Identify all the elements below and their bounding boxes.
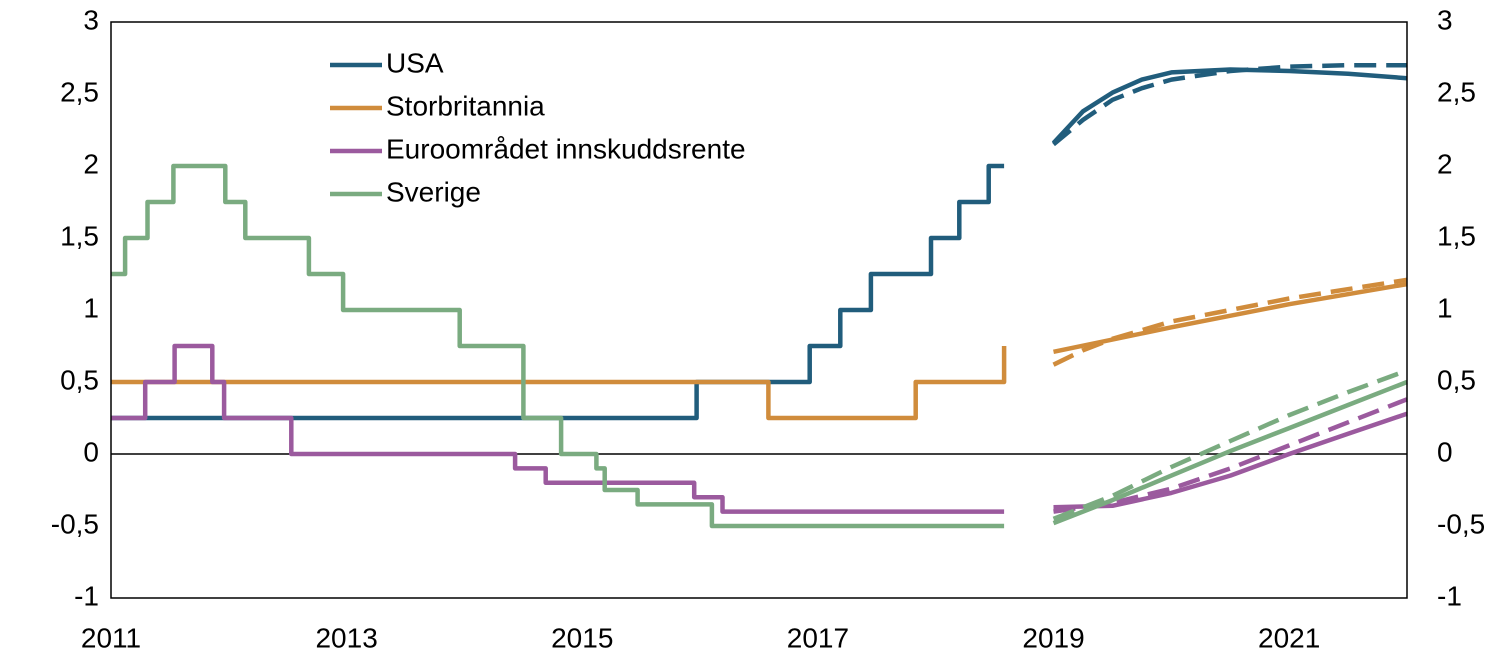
line [111,343,1005,514]
dashed-line [1052,277,1408,367]
y2-tick-label: 2,5 [1437,76,1476,107]
line [1052,379,1408,526]
line [111,346,1007,421]
y-tick-label: 3 [83,4,99,35]
legend-label: USA [386,47,444,78]
y-tick-label: 2,5 [60,76,99,107]
y2-tick-label: -0,5 [1437,508,1485,539]
y2-tick-label: 1 [1437,292,1453,323]
dashed-line [1052,62,1407,147]
x-tick-label: 2011 [81,622,141,653]
y-tick-label: 1,5 [60,220,99,251]
y2-tick-label: 3 [1437,4,1453,35]
x-tick-label: 2017 [787,622,849,653]
y2-tick-label: 1,5 [1437,220,1476,251]
y-tick-label: 0,5 [60,364,99,395]
dashed-line [1052,368,1408,521]
y2-tick-label: 0 [1437,436,1453,467]
legend-label: Euroområdet innskuddsrente [386,133,746,164]
dashed-line [1053,397,1408,514]
legend-label: Sverige [386,176,481,207]
x-tick-label: 2019 [1022,622,1084,653]
y2-tick-label: 2 [1437,148,1453,179]
y2-tick-label: -1 [1437,580,1462,611]
x-tick-label: 2013 [315,622,377,653]
y-tick-label: 2 [83,148,99,179]
y-tick-label: 0 [83,436,99,467]
x-tick-label: 2021 [1258,622,1320,653]
line [111,163,1005,529]
line [1051,67,1408,145]
plot-frame [110,21,1408,599]
y2-tick-label: 0,5 [1437,364,1476,395]
y-tick-label: -0,5 [51,508,99,539]
x-tick-label: 2015 [551,622,613,653]
y-tick-label: 1 [83,292,99,323]
line [1053,411,1408,510]
y-tick-label: -1 [74,580,99,611]
line [1053,281,1408,355]
legend-label: Storbritannia [386,90,545,121]
